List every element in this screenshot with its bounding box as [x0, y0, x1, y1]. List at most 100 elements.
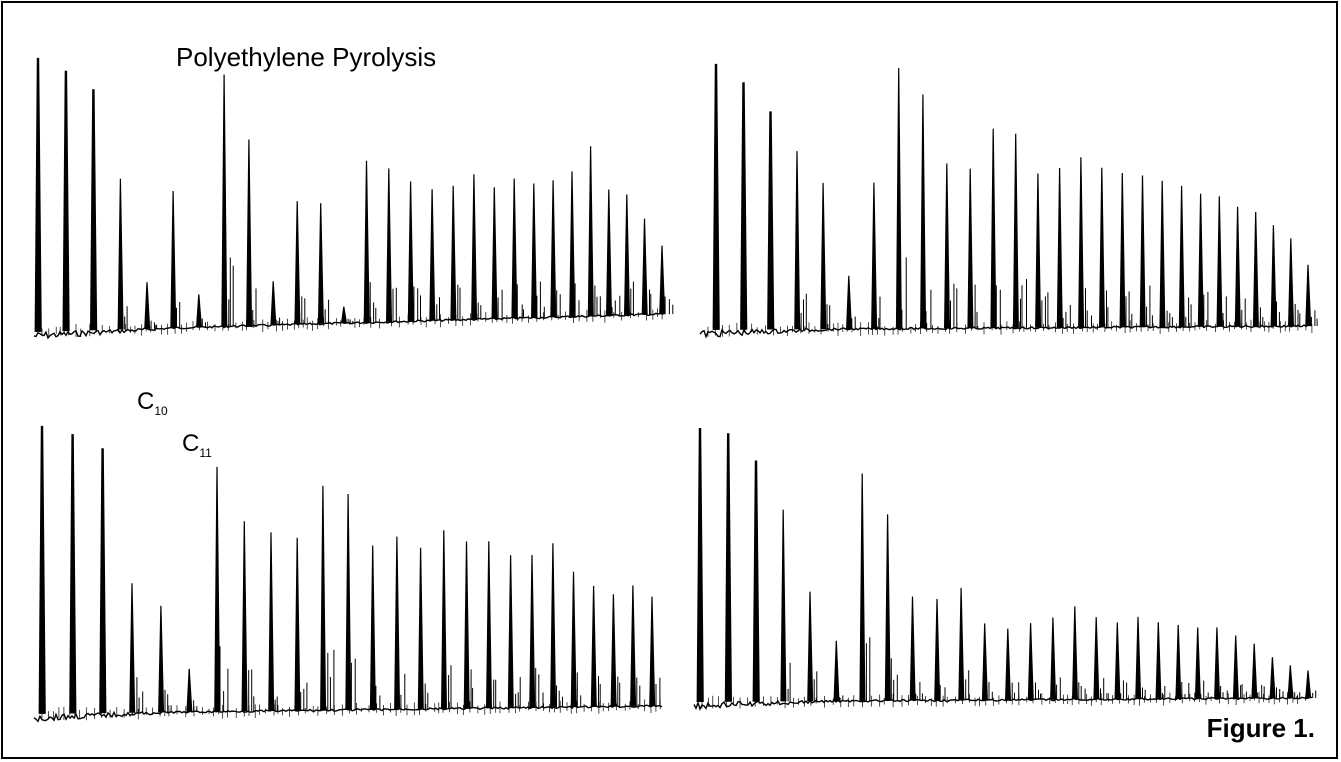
chromatogram-peak: [62, 70, 70, 332]
chromatogram-peak: [471, 174, 478, 320]
chromatogram-peak: [369, 545, 376, 710]
chromatogram-peak: [895, 67, 902, 329]
chromatogram-peak: [241, 521, 248, 712]
chromatogram-peak: [158, 605, 165, 713]
chromatogram-peak: [884, 514, 891, 701]
chromatogram-peak: [450, 185, 457, 321]
chromatogram-peak: [1214, 627, 1221, 699]
chromatogram-peak: [38, 425, 46, 714]
chromatogram-peak: [1305, 670, 1312, 699]
chromatogram-top-right: [699, 63, 1318, 339]
chromatogram-peak: [1139, 175, 1146, 328]
chromatogram-peak: [649, 596, 656, 707]
chromatogram-peak: [129, 583, 136, 713]
chromatogram-peak: [712, 63, 720, 330]
chromatogram-peak: [659, 245, 666, 315]
chromatogram-peak: [569, 171, 576, 317]
chromatogram-peak: [1270, 225, 1277, 327]
chromatogram-peak: [463, 541, 470, 709]
chromatogram-peak: [90, 89, 98, 331]
chromatogram-peak: [531, 183, 537, 318]
chromatogram-peak: [170, 190, 177, 329]
peak-label-c11: C11: [182, 430, 212, 460]
chromatogram-peak: [394, 536, 401, 710]
chromatogram-peak: [909, 596, 916, 701]
chromatogram-peak: [550, 543, 557, 708]
chromatogram-peak: [610, 594, 617, 707]
chromatogram-peak: [724, 433, 732, 702]
chromatogram-peak: [144, 282, 151, 329]
chromatogram-peak: [641, 218, 648, 315]
chromatogram-peak: [1093, 617, 1100, 700]
chromatogram-peak: [934, 598, 941, 701]
chromatogram-peak: [511, 178, 518, 319]
chromatogram-bottom-left: [33, 425, 663, 723]
chromatogram-bottom-right: [693, 427, 1317, 711]
chromatogram-peak: [550, 180, 557, 318]
chromatogram-peak: [1159, 180, 1166, 328]
chromatogram-peak: [871, 182, 878, 329]
chromatogram-peak: [417, 547, 424, 710]
chromatogram-peak: [767, 111, 775, 330]
chromatogram-peak: [696, 427, 704, 703]
chromatogram-peak: [606, 189, 612, 316]
chromatogram-peak: [345, 493, 352, 711]
chromatogram-peak: [958, 587, 965, 701]
chromatogram-peak: [221, 74, 228, 327]
chromatogram-peak: [507, 555, 514, 708]
chromatogram-peak: [491, 187, 498, 319]
chromatogram-peak: [117, 178, 124, 330]
chromatogram-peak: [294, 201, 301, 325]
chromatogram-peak: [780, 509, 787, 702]
chromatogram-peak: [1269, 657, 1276, 699]
figure-title: Polyethylene Pyrolysis: [176, 42, 437, 72]
chromatogram-peak: [320, 485, 327, 711]
peak-label-c11-base: C: [182, 430, 200, 457]
chromatogram-peak: [363, 160, 370, 323]
peak-label-c10-subscript: 10: [154, 404, 168, 418]
baseline-trace: [699, 324, 1313, 339]
chromatogram-peak: [441, 530, 447, 709]
chromatogram-peak: [846, 275, 852, 330]
chromatogram-peak: [270, 281, 277, 326]
chromatogram-peak: [1216, 196, 1223, 327]
chromatogram-peak: [1056, 167, 1063, 328]
chromatogram-peak: [529, 554, 536, 708]
chromatogram-peak: [294, 537, 301, 711]
chromatogram-peak: [1288, 238, 1294, 327]
chromatogram-peak: [1119, 172, 1126, 328]
chromatogram-peak: [1251, 643, 1258, 699]
baseline-trace: [33, 312, 665, 340]
chromatogram-peak: [99, 448, 107, 714]
chromatogram-peak: [1178, 185, 1185, 327]
chromatogram-peak: [246, 139, 253, 326]
chromatogram-peak: [186, 668, 193, 713]
chromatogram-peak: [752, 460, 760, 702]
chromatogram-peak: [196, 294, 202, 328]
chromatogram-peak: [833, 640, 840, 702]
chromatogram-peak: [630, 585, 637, 707]
chromatogram-peak: [590, 585, 597, 707]
chromatogram-peak: [386, 168, 392, 322]
chromatogram-peak: [1232, 635, 1239, 699]
chromatogram-peak: [1072, 606, 1078, 700]
chromatogram-peak: [859, 473, 866, 701]
chromatogram-peak: [407, 181, 414, 322]
chromatogram-peak: [1175, 624, 1182, 699]
chromatogram-peak: [268, 532, 275, 712]
chromatogram-peak: [820, 182, 827, 330]
chromatogram-peak: [981, 623, 988, 701]
chromatogram-peak: [1099, 167, 1105, 328]
figure-caption: Figure 1.: [1206, 713, 1315, 743]
chromatogram-peak: [34, 57, 42, 332]
chromatogram-peak: [1194, 627, 1201, 699]
chromatogram-peak: [944, 163, 950, 329]
chromatogram-peak: [69, 434, 77, 714]
peak-label-c10: C10: [137, 390, 168, 418]
chromatogram-peak: [1078, 157, 1085, 328]
chromatogram-peak: [1197, 193, 1204, 327]
chromatogram-peak: [214, 466, 221, 712]
chromatogram-peak: [570, 571, 577, 708]
chromatogram-peak: [341, 306, 347, 324]
